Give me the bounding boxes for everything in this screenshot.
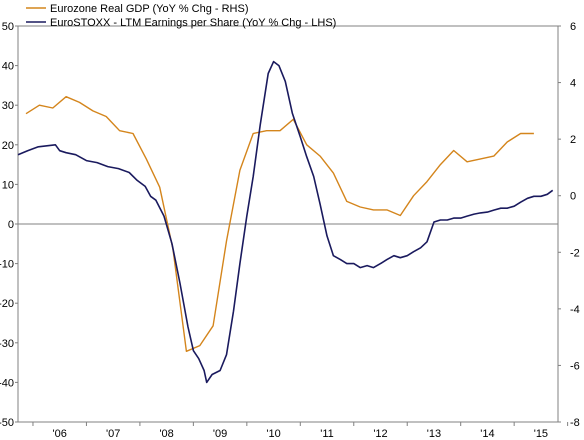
legend-label-eps: EuroSTOXX - LTM Earnings per Share (YoY … xyxy=(50,17,336,29)
x-tick-label: '12 xyxy=(373,428,387,440)
x-axis: '06 '07 '08 '09 '10 '11 '12 '13 '14 '15 xyxy=(32,422,569,440)
x-tick-label: '08 xyxy=(159,428,173,440)
right-tick-label: -8 xyxy=(570,417,580,429)
legend: Eurozone Real GDP (YoY % Chg - RHS) Euro… xyxy=(26,3,336,29)
series-group xyxy=(17,60,554,384)
x-tick-label: '06 xyxy=(53,428,67,440)
series-line-eps xyxy=(17,60,554,384)
x-tick-label: '07 xyxy=(106,428,120,440)
right-tick-label: -2 xyxy=(570,247,580,259)
left-axis: -50 -40 -30 -20 -10 0 10 20 30 40 50 xyxy=(0,21,18,429)
right-tick-label: 6 xyxy=(570,21,576,33)
left-tick-label: -20 xyxy=(0,298,14,310)
left-tick-label: 0 xyxy=(8,219,14,231)
legend-label-gdp: Eurozone Real GDP (YoY % Chg - RHS) xyxy=(50,3,249,15)
right-tick-label: 0 xyxy=(570,191,576,203)
left-tick-label: 50 xyxy=(2,21,14,33)
x-tick-label: '15 xyxy=(534,428,548,440)
left-tick-label: 20 xyxy=(2,140,14,152)
left-tick-label: 10 xyxy=(2,179,14,191)
right-tick-label: -6 xyxy=(570,360,580,372)
right-axis: -8 -6 -4 -2 0 2 4 6 xyxy=(558,21,580,429)
left-tick-label: -50 xyxy=(0,417,14,429)
left-tick-label: -30 xyxy=(0,338,14,350)
right-tick-label: 4 xyxy=(570,78,576,90)
left-tick-label: -10 xyxy=(0,259,14,271)
right-tick-label: 2 xyxy=(570,134,576,146)
right-tick-label: -4 xyxy=(570,304,580,316)
x-tick-label: '13 xyxy=(427,428,441,440)
left-tick-label: 30 xyxy=(2,100,14,112)
left-tick-label: 40 xyxy=(2,61,14,73)
x-tick-label: '14 xyxy=(480,428,494,440)
x-tick-label: '09 xyxy=(213,428,227,440)
x-tick-label: '10 xyxy=(266,428,280,440)
x-tick-label: '11 xyxy=(320,428,334,440)
series-line-gdp xyxy=(25,95,534,352)
left-tick-label: -40 xyxy=(0,377,14,389)
